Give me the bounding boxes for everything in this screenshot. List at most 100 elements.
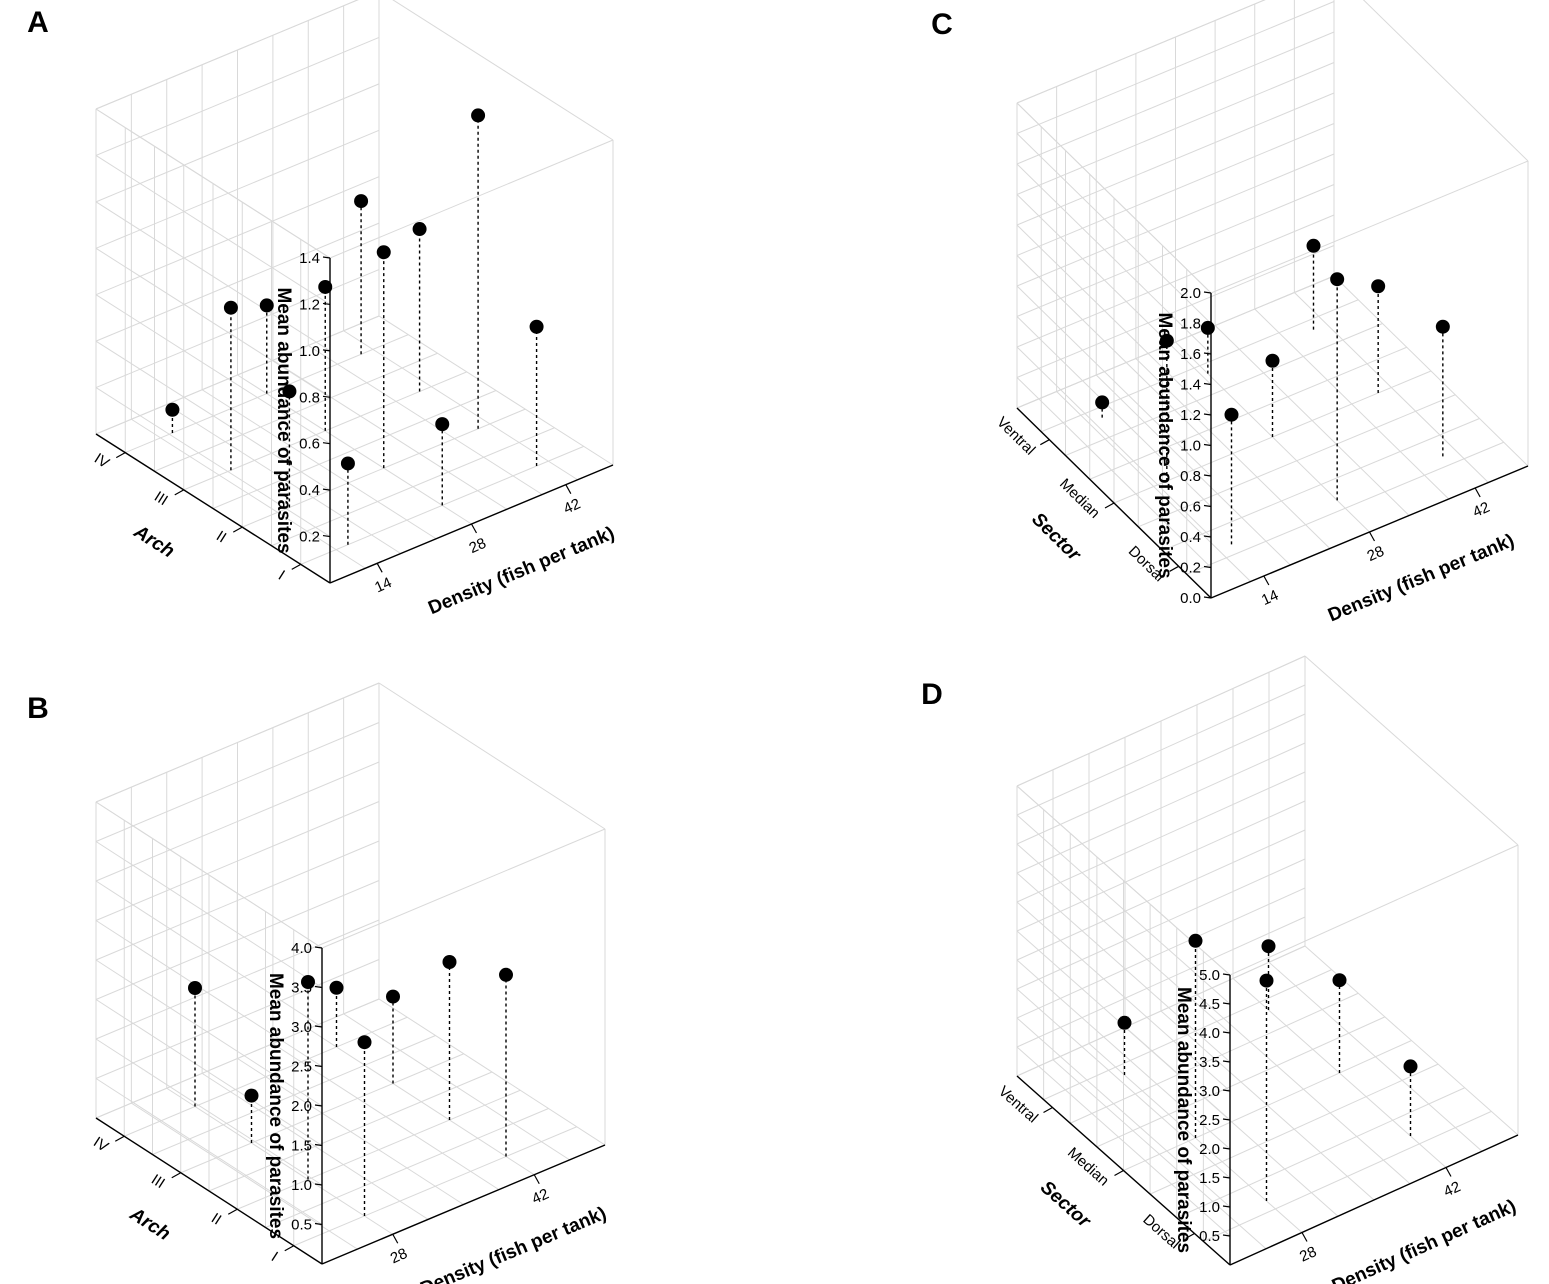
wall-gridline <box>1016 0 1266 104</box>
wall-gridline <box>1016 133 1212 324</box>
wall-gridline <box>95 801 380 921</box>
x-tick <box>392 1233 399 1244</box>
wall-gridline <box>95 340 331 491</box>
y-axis-title: Arch <box>125 1203 174 1245</box>
z-axis-title: Mean abundance of parasites <box>1173 987 1194 1253</box>
data-point <box>282 384 297 399</box>
data-point <box>354 194 369 209</box>
data-point <box>1200 320 1215 335</box>
z-tick <box>1222 1118 1231 1121</box>
wall-gridline <box>1016 275 1335 409</box>
data-point <box>1159 333 1174 348</box>
wall-gridline <box>1016 872 1231 1063</box>
wall-gridline <box>1016 31 1335 165</box>
z-tick <box>1222 1147 1231 1150</box>
floor-gridline <box>212 390 497 509</box>
z-tick <box>314 1064 323 1068</box>
z-tick <box>1222 1176 1231 1179</box>
box-edge <box>1210 160 1529 294</box>
z-tick <box>1203 535 1212 538</box>
x-tick-label: 28 <box>1365 543 1387 565</box>
z-tick <box>1222 1205 1231 1208</box>
floor-gridline <box>1065 323 1383 456</box>
z-axis-title: Mean abundance of parasites <box>273 287 294 553</box>
z-tick-label: 4.5 <box>1199 996 1220 1013</box>
floor-gridline <box>154 352 438 472</box>
wall-gridline <box>1016 959 1231 1150</box>
wall-gridline <box>95 722 380 842</box>
data-point <box>1095 395 1110 410</box>
y-axis-title: Sector <box>1027 509 1085 567</box>
x-tick-label: 28 <box>467 535 489 557</box>
z-tick <box>314 1104 323 1107</box>
wall-gridline <box>1016 92 1335 226</box>
data-point <box>1261 939 1276 954</box>
wall-gridline <box>95 840 380 961</box>
floor-gridline <box>1041 299 1359 433</box>
x-axis-title: Density (fish per tank) <box>425 523 617 619</box>
data-point <box>1403 1059 1418 1074</box>
z-tick-label: 0.6 <box>1180 499 1201 516</box>
x-tick <box>565 484 572 494</box>
z-tick <box>322 256 331 259</box>
data-point <box>1332 973 1347 988</box>
floor-gridline <box>1203 1110 1492 1242</box>
panel-label: D <box>921 678 943 711</box>
y-tick-label: IV <box>90 1134 111 1156</box>
wall-gridline <box>1016 1 1335 134</box>
z-tick-label: 2.0 <box>291 1098 312 1115</box>
y-tick <box>1185 1232 1195 1240</box>
wall-gridline <box>95 920 323 1067</box>
y-tick-label: IV <box>91 450 112 472</box>
wall-gridline <box>1016 945 1306 1077</box>
z-tick-label: 1.6 <box>1180 346 1201 363</box>
x-axis-title: Density (fish per tank) <box>1329 1196 1520 1284</box>
z-tick-label: 3.0 <box>291 1019 312 1036</box>
z-tick <box>1203 504 1212 508</box>
x-tick <box>1301 1232 1308 1242</box>
wall-gridline <box>95 176 380 296</box>
wall-gridline <box>1016 800 1306 932</box>
y-tick <box>114 1135 125 1142</box>
data-point <box>1435 319 1450 334</box>
floor-gridline <box>1123 1040 1412 1171</box>
wall-gridline <box>1016 814 1231 1005</box>
wall-gridline <box>1016 771 1306 903</box>
z-tick-label: 5.0 <box>1199 967 1220 984</box>
floor-gridline <box>208 1071 493 1192</box>
data-point <box>1330 272 1345 287</box>
data-point <box>357 1035 372 1050</box>
y-axis-line <box>95 1117 323 1265</box>
data-point <box>259 298 274 313</box>
wall-gridline <box>1016 346 1212 538</box>
data-point <box>223 300 238 315</box>
z-tick-label: 0.4 <box>1180 529 1201 546</box>
data-point <box>1306 238 1321 253</box>
data-point <box>301 975 315 989</box>
z-tick-label: 3.0 <box>1199 1083 1220 1100</box>
z-tick <box>1222 1060 1231 1063</box>
wall-gridline <box>1016 829 1306 961</box>
x-tick-label: 42 <box>1470 499 1492 521</box>
z-tick <box>322 488 331 491</box>
z-tick <box>314 1025 323 1028</box>
z-tick <box>314 946 323 949</box>
floor-gridline <box>1176 1087 1465 1219</box>
box-edge <box>1304 655 1519 846</box>
wall-gridline <box>95 841 323 988</box>
wall-gridline <box>1016 245 1335 378</box>
z-tick-label: 1.0 <box>299 343 320 360</box>
data-point <box>1224 407 1239 422</box>
data-point <box>329 980 344 995</box>
x-tick-label: 28 <box>388 1245 410 1267</box>
box-edge <box>1362 0 1529 162</box>
panel-label: C <box>931 8 953 41</box>
z-tick <box>1222 1089 1231 1092</box>
z-tick-label: 1.5 <box>291 1138 312 1155</box>
data-point <box>165 402 180 417</box>
y-tick-label: Ventral <box>995 1083 1041 1127</box>
wall-gridline <box>1016 377 1212 568</box>
wall-gridline <box>1016 655 1306 787</box>
wall-gridline <box>95 880 323 1028</box>
